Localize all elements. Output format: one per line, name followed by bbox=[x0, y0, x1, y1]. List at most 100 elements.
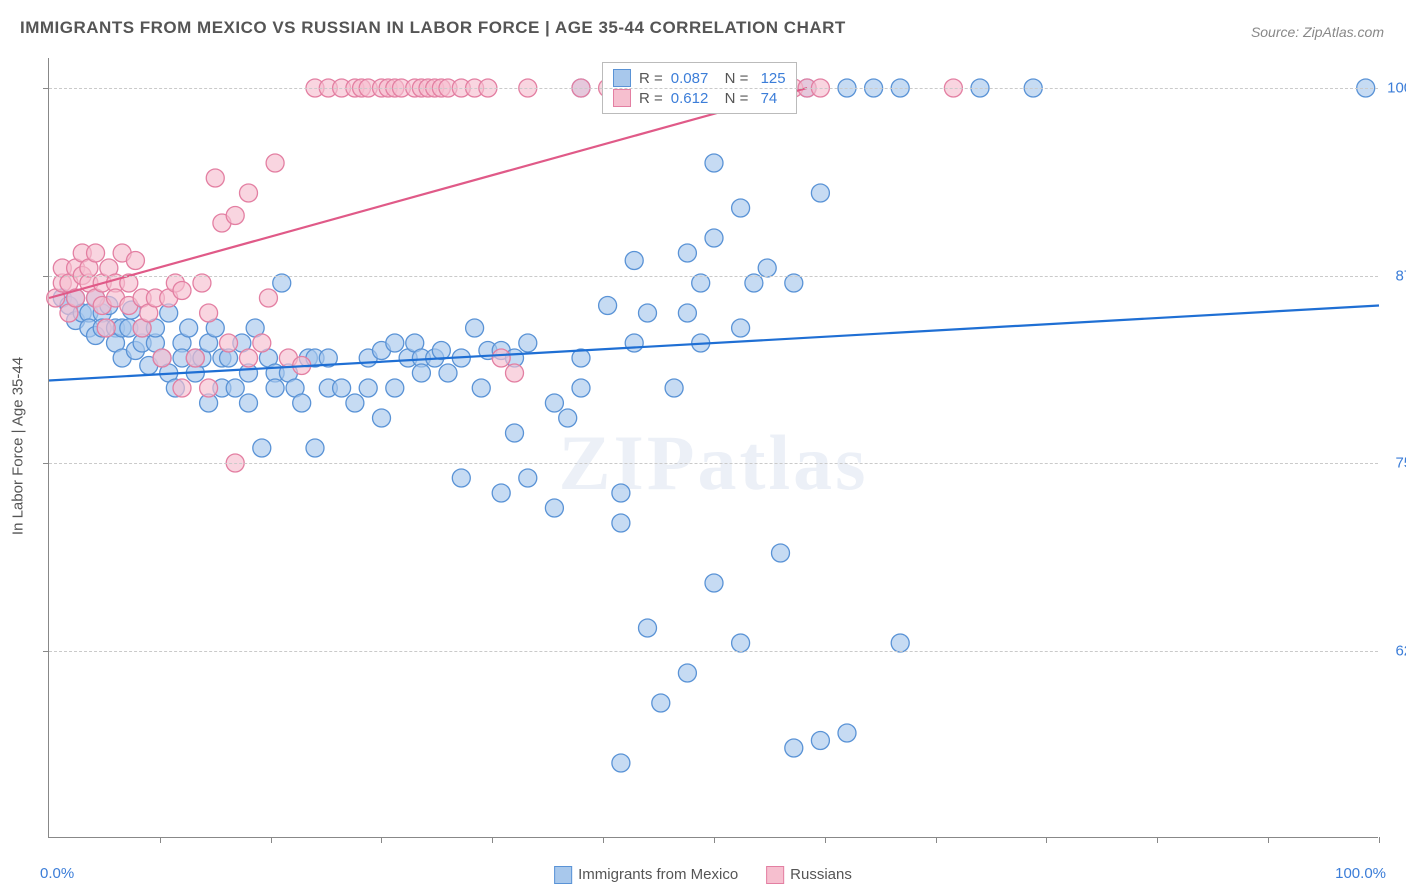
scatter-point bbox=[785, 274, 803, 292]
corr-legend-row: R = 0.087 N = 125 bbox=[613, 69, 786, 87]
scatter-point bbox=[126, 252, 144, 270]
x-tick bbox=[1046, 837, 1047, 843]
x-tick bbox=[1157, 837, 1158, 843]
scatter-point bbox=[545, 394, 563, 412]
legend-swatch-icon bbox=[613, 69, 631, 87]
scatter-point bbox=[519, 469, 537, 487]
scatter-point bbox=[153, 349, 171, 367]
legend-label: Russians bbox=[790, 866, 852, 883]
plot-svg bbox=[49, 58, 1378, 837]
scatter-point bbox=[253, 439, 271, 457]
scatter-point bbox=[678, 244, 696, 262]
scatter-point bbox=[665, 379, 683, 397]
scatter-point bbox=[373, 409, 391, 427]
scatter-point bbox=[259, 289, 277, 307]
scatter-point bbox=[506, 424, 524, 442]
scatter-point bbox=[173, 282, 191, 300]
scatter-point bbox=[193, 274, 211, 292]
scatter-point bbox=[545, 499, 563, 517]
scatter-point bbox=[293, 394, 311, 412]
x-tick bbox=[381, 837, 382, 843]
scatter-point bbox=[466, 319, 484, 337]
x-tick bbox=[160, 837, 161, 843]
scatter-point bbox=[412, 364, 430, 382]
bottom-legend-item: Immigrants from Mexico bbox=[554, 866, 738, 884]
scatter-point bbox=[206, 169, 224, 187]
scatter-point bbox=[253, 334, 271, 352]
x-tick bbox=[603, 837, 604, 843]
scatter-point bbox=[732, 634, 750, 652]
scatter-point bbox=[346, 394, 364, 412]
scatter-point bbox=[705, 229, 723, 247]
scatter-point bbox=[639, 619, 657, 637]
source-attribution: Source: ZipAtlas.com bbox=[1251, 24, 1384, 40]
corr-n-value: 74 bbox=[756, 90, 777, 107]
y-tick-label: 75.0% bbox=[1395, 455, 1406, 472]
scatter-point bbox=[612, 514, 630, 532]
scatter-point bbox=[705, 574, 723, 592]
scatter-point bbox=[639, 304, 657, 322]
scatter-point bbox=[891, 634, 909, 652]
chart-title: IMMIGRANTS FROM MEXICO VS RUSSIAN IN LAB… bbox=[20, 18, 846, 38]
x-tick bbox=[1268, 837, 1269, 843]
scatter-point bbox=[186, 349, 204, 367]
x-tick bbox=[714, 837, 715, 843]
bottom-legend: Immigrants from Mexico Russians bbox=[554, 866, 852, 884]
y-tick bbox=[43, 88, 49, 89]
y-tick-label: 87.5% bbox=[1395, 267, 1406, 284]
scatter-point bbox=[652, 694, 670, 712]
scatter-point bbox=[240, 184, 258, 202]
scatter-point bbox=[506, 364, 524, 382]
scatter-point bbox=[97, 319, 115, 337]
legend-swatch-icon bbox=[613, 89, 631, 107]
x-tick bbox=[1379, 837, 1380, 843]
gridline-h bbox=[49, 651, 1378, 652]
scatter-point bbox=[678, 664, 696, 682]
scatter-point bbox=[226, 207, 244, 225]
y-tick bbox=[43, 276, 49, 277]
x-axis-min-label: 0.0% bbox=[40, 865, 74, 882]
scatter-point bbox=[240, 394, 258, 412]
scatter-point bbox=[306, 439, 324, 457]
corr-n-label: N = bbox=[716, 90, 748, 107]
scatter-point bbox=[785, 739, 803, 757]
y-tick bbox=[43, 463, 49, 464]
scatter-point bbox=[472, 379, 490, 397]
corr-n-label: N = bbox=[716, 70, 748, 87]
scatter-point bbox=[625, 334, 643, 352]
trend-line bbox=[49, 88, 807, 298]
y-axis-title: In Labor Force | Age 35-44 bbox=[10, 357, 27, 535]
scatter-point bbox=[492, 349, 510, 367]
corr-legend-row: R = 0.612 N = 74 bbox=[613, 89, 786, 107]
corr-r-label: R = bbox=[639, 70, 663, 87]
scatter-point bbox=[559, 409, 577, 427]
scatter-point bbox=[758, 259, 776, 277]
scatter-point bbox=[745, 274, 763, 292]
scatter-point bbox=[273, 274, 291, 292]
x-tick bbox=[936, 837, 937, 843]
corr-r-label: R = bbox=[639, 90, 663, 107]
chart-container: IMMIGRANTS FROM MEXICO VS RUSSIAN IN LAB… bbox=[0, 0, 1406, 892]
scatter-point bbox=[87, 244, 105, 262]
scatter-point bbox=[266, 379, 284, 397]
scatter-point bbox=[678, 304, 696, 322]
x-tick bbox=[271, 837, 272, 843]
scatter-point bbox=[811, 184, 829, 202]
scatter-point bbox=[240, 349, 258, 367]
legend-swatch-icon bbox=[554, 866, 572, 884]
gridline-h bbox=[49, 463, 1378, 464]
y-tick-label: 62.5% bbox=[1395, 642, 1406, 659]
scatter-point bbox=[572, 379, 590, 397]
scatter-point bbox=[386, 334, 404, 352]
x-tick bbox=[492, 837, 493, 843]
scatter-point bbox=[200, 304, 218, 322]
scatter-point bbox=[705, 154, 723, 172]
x-axis-max-label: 100.0% bbox=[1335, 865, 1386, 882]
corr-r-value: 0.087 bbox=[671, 70, 709, 87]
scatter-point bbox=[359, 379, 377, 397]
scatter-point bbox=[772, 544, 790, 562]
scatter-point bbox=[732, 199, 750, 217]
x-tick bbox=[825, 837, 826, 843]
scatter-point bbox=[732, 319, 750, 337]
scatter-point bbox=[200, 379, 218, 397]
